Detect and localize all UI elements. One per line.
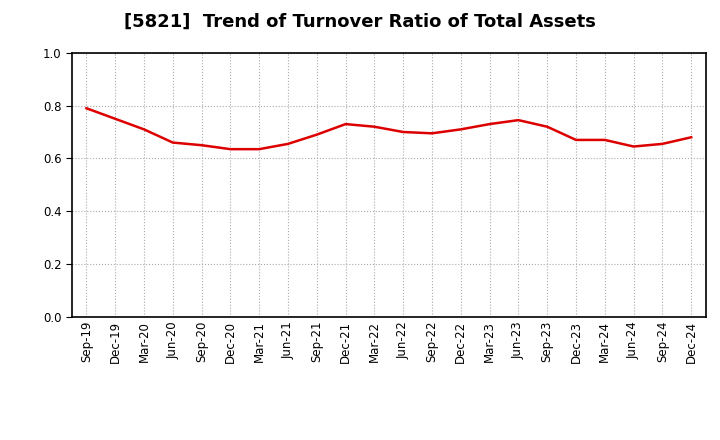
Text: [5821]  Trend of Turnover Ratio of Total Assets: [5821] Trend of Turnover Ratio of Total … [124, 13, 596, 31]
